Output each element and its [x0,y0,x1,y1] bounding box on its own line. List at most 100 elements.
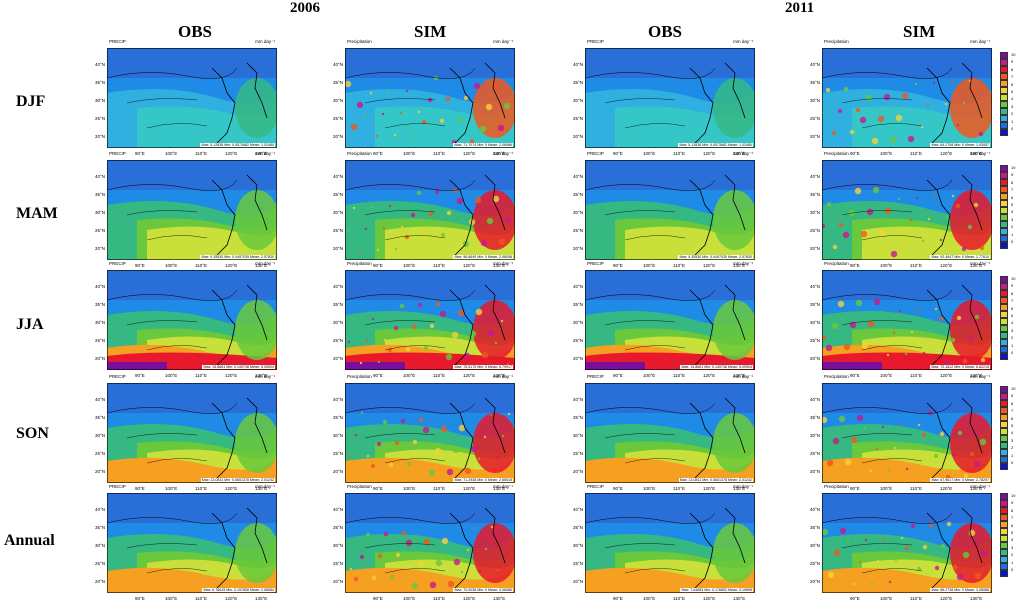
lon-tick-label: 130°E [255,263,268,268]
map-sim-speckle [394,247,398,251]
map-sim-speckle [376,441,382,447]
map-sim-speckle [860,230,868,238]
panel-stats: Max: 92.4647 Min: 0 Mean: 2.77610 [930,255,990,259]
map-sim-speckle [422,426,430,434]
lon-tick-label: 90°E [135,486,145,491]
map-sim-speckle [480,239,488,247]
lat-tick-label: 40°N [95,507,106,512]
lon-tick-label: 120°E [463,151,476,156]
panel-unit: mm day⁻¹ [255,484,275,489]
map-east-wet [235,300,277,360]
map-sim-speckle [950,337,956,343]
map-province-line [841,433,913,439]
lon-tick-label: 120°E [463,596,476,601]
map-east-wet [235,523,277,583]
colorbar-tick: 7 [1011,74,1014,80]
column-header: SIM [903,22,936,41]
panel-stats: Max: 13.0811 Min: 0.0601378 Mean: 2.0124… [200,478,275,482]
map-coastline [449,67,474,144]
map-sim-speckle [849,321,857,329]
map-sim-speckle [500,319,504,323]
map-province-line [384,345,446,351]
panel-unit: mm day⁻¹ [733,39,753,44]
map-east-wet [713,413,755,473]
map-province-line [624,123,686,129]
panel-title: Precipitation [824,261,849,266]
map-japan-outline [724,62,746,119]
map-coastline [926,512,951,589]
lat-tick-label: 20°N [95,246,106,251]
colorbar-tick: 9 [1011,59,1014,65]
map-coastline [926,402,951,479]
row-label: JJA [16,316,44,333]
colorbar-tick: 2 [1011,445,1014,451]
panel-unit: mm day⁻¹ [970,39,990,44]
lat-tick-label: 25°N [333,338,344,343]
map-sim-speckle [900,536,904,540]
map-sim-speckle [939,238,943,242]
map-sim-speckle [365,339,369,343]
lon-tick-label: 120°E [225,486,238,491]
map-sim-speckle [429,581,437,589]
lat-tick-label: 20°N [333,246,344,251]
map-border [822,402,953,414]
map-border [822,179,953,191]
colorbar-tick: 3 [1011,327,1014,333]
map-border [345,289,476,301]
colorbar-segment [1000,186,1008,193]
lat-tick-label: 20°N [810,356,821,361]
map-sim-speckle [411,132,415,136]
map-sim-speckle [496,568,500,572]
map-coastline [211,67,236,144]
map-sim-speckle [893,446,897,450]
lat-tick-label: 25°N [573,338,584,343]
map-sim-speckle [487,329,495,337]
map-sim-speckle [934,565,940,571]
map-sim-speckle [897,197,901,201]
lat-tick-label: 30°N [810,433,821,438]
map-orange-band [585,457,755,483]
map-green-band [137,103,277,148]
lon-tick-label: 130°E [970,373,983,378]
lat-tick-label: 30°N [95,98,106,103]
colorbar-tick: 7 [1011,298,1014,304]
map-border [585,67,716,79]
map-sim-speckle [371,575,377,581]
map-sim-speckle [479,125,487,133]
lon-tick-label: 90°E [373,373,383,378]
map-panel: PRECIP mm day⁻¹ Max: 13.0811 Min: 0.060137… [573,374,755,491]
lon-tick-label: 130°E [255,486,268,491]
map-coastline [926,179,951,256]
map-japan-outline [484,397,506,454]
lat-tick-label: 20°N [573,356,584,361]
map-sim-speckle [956,315,962,321]
map-sim-speckle [395,552,401,558]
colorbar-segment [1000,228,1008,235]
map-border [822,289,953,301]
map-sim-speckle [882,537,886,541]
colorbar-tick: 2 [1011,552,1014,558]
lat-tick-label: 40°N [95,397,106,402]
map-japan-outline [246,174,268,231]
map-sim-speckle [962,551,970,559]
map-sim-speckle [863,426,867,430]
map-japan-outline [246,507,268,564]
colorbar-segment [1000,556,1008,563]
lon-tick-label: 100°E [880,373,893,378]
map-sim-speckle [411,324,417,330]
map-sim-speckle [381,112,385,116]
map-yellow-band [385,222,515,260]
panel-stats: Max: 9.35530 Min: 0.0497035 Mean: 2.5783… [678,255,753,259]
colorbar-tick: 1 [1011,559,1014,565]
colorbar-tick: 6 [1011,81,1014,87]
map-sim-speckle [880,310,884,314]
colorbar-tick: 3 [1011,544,1014,550]
map-east-wet [950,78,992,138]
map-sim-speckle [470,445,478,453]
colorbar-tick: 4 [1011,430,1014,436]
precip-map [107,48,277,148]
map-sim-speckle [838,222,844,228]
map-orange-band [107,457,277,483]
map-border [107,512,238,524]
map-sim-speckle [973,202,979,208]
